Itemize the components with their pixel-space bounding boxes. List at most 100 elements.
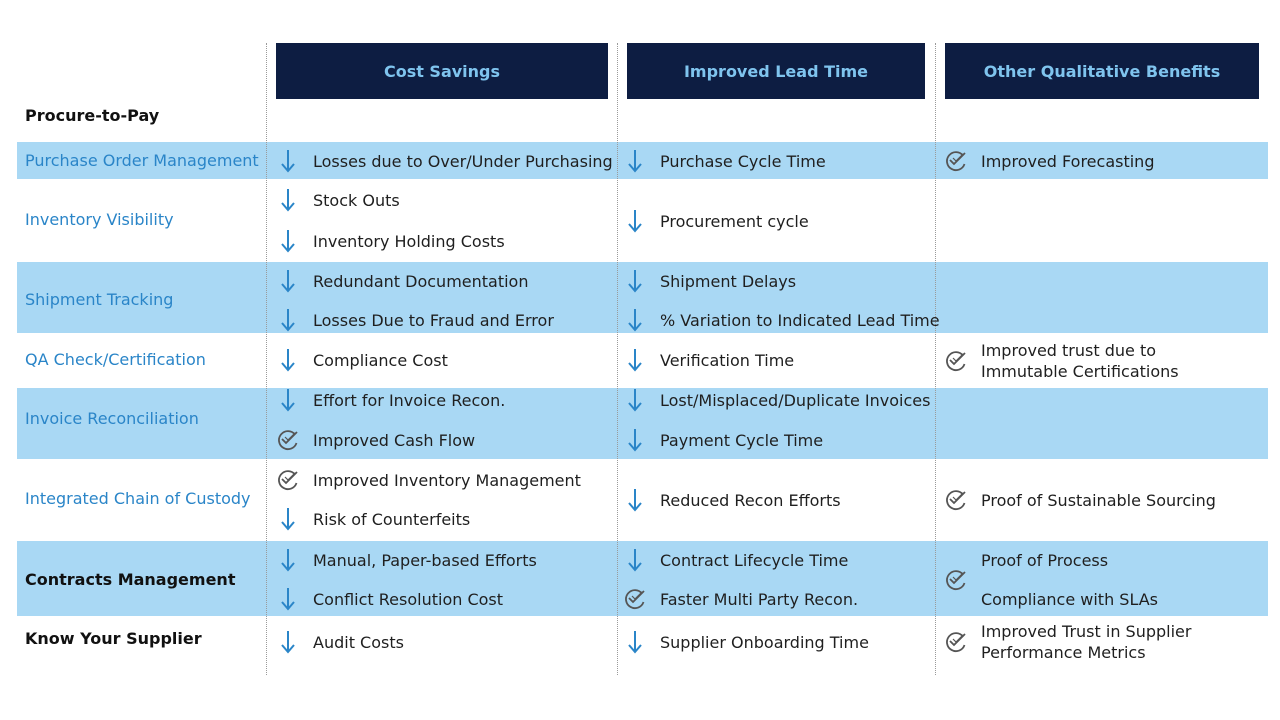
- lead-item-text: % Variation to Indicated Lead Time: [660, 310, 940, 330]
- check-badge-icon: [943, 489, 969, 511]
- lead-item-text: Shipment Delays: [660, 271, 797, 291]
- down-arrow-icon: [275, 269, 301, 293]
- lead-item: Payment Cycle Time: [622, 428, 824, 452]
- check-badge-icon: [943, 631, 969, 653]
- lead-item-text: Faster Multi Party Recon.: [660, 589, 859, 609]
- lead-item: Procurement cycle: [622, 209, 809, 233]
- other-item: Improved Forecasting: [943, 150, 1154, 172]
- check-badge-icon: [943, 350, 969, 372]
- cost-item-text: Stock Outs: [313, 190, 400, 210]
- row-label-chain-of-custody: Integrated Chain of Custody: [25, 489, 251, 508]
- down-arrow-icon: [275, 229, 301, 253]
- row-band-purchase-order: [17, 142, 1268, 179]
- column-divider: [617, 43, 618, 675]
- cost-item: Losses Due to Fraud and Error: [275, 308, 554, 332]
- row-label-qa-check: QA Check/Certification: [25, 350, 206, 369]
- other-item-text: Proof of Process: [981, 551, 1109, 570]
- cost-item-text: Improved Inventory Management: [313, 470, 581, 490]
- down-arrow-icon: [275, 188, 301, 212]
- cost-item-text: Inventory Holding Costs: [313, 231, 505, 251]
- cost-item-text: Risk of Counterfeits: [313, 509, 471, 529]
- other-item-text-line2: Performance Metrics: [981, 643, 1146, 662]
- other-item-text: Improved trust due to: [981, 341, 1157, 360]
- down-arrow-icon: [622, 149, 648, 173]
- cost-item: Stock Outs: [275, 188, 400, 212]
- row-band-invoice-reconciliation: [17, 388, 1268, 459]
- cost-item: Audit Costs: [275, 630, 404, 654]
- cost-item-text: Redundant Documentation: [313, 271, 529, 291]
- other-item-text-line2: Immutable Certifications: [981, 362, 1179, 381]
- lead-item: Faster Multi Party Recon.: [622, 588, 858, 610]
- check-badge-icon: [943, 569, 969, 591]
- row-label-invoice-reconciliation: Invoice Reconciliation: [25, 409, 199, 428]
- down-arrow-icon: [622, 308, 648, 332]
- check-badge-icon: [622, 588, 648, 610]
- row-label-know-your-supplier: Know Your Supplier: [25, 629, 202, 648]
- down-arrow-icon: [275, 308, 301, 332]
- row-label-contracts-management: Contracts Management: [25, 570, 236, 589]
- other-item-text: Improved Forecasting: [981, 151, 1155, 171]
- other-item-text: Proof of Sustainable Sourcing: [981, 490, 1216, 510]
- cost-item: Improved Inventory Management: [275, 469, 581, 491]
- down-arrow-icon: [275, 348, 301, 372]
- row-label-purchase-order-management: Purchase Order Management: [25, 151, 259, 170]
- down-arrow-icon: [622, 630, 648, 654]
- column-divider: [266, 43, 267, 675]
- cost-item-text: Effort for Invoice Recon.: [313, 390, 506, 410]
- lead-item: % Variation to Indicated Lead Time: [622, 308, 940, 332]
- cost-item-text: Compliance Cost: [313, 350, 448, 370]
- lead-item-text: Purchase Cycle Time: [660, 151, 826, 171]
- section-label: Procure-to-Pay: [25, 106, 160, 125]
- lead-item-text: Reduced Recon Efforts: [660, 490, 841, 510]
- cost-item: Losses due to Over/Under Purchasing: [275, 149, 613, 173]
- lead-item-text: Payment Cycle Time: [660, 430, 824, 450]
- cost-item-text: Conflict Resolution Cost: [313, 589, 504, 609]
- lead-item-text: Procurement cycle: [660, 211, 809, 231]
- cost-item-text: Audit Costs: [313, 632, 404, 652]
- down-arrow-icon: [275, 587, 301, 611]
- lead-item: Verification Time: [622, 349, 795, 372]
- lead-item: Purchase Cycle Time: [622, 149, 826, 173]
- lead-item-text: Lost/Misplaced/Duplicate Invoices: [660, 390, 931, 410]
- other-item: Proof of Sustainable Sourcing: [943, 489, 1216, 511]
- down-arrow-icon: [622, 388, 648, 412]
- cost-item-text: Losses Due to Fraud and Error: [313, 310, 554, 330]
- lead-item: Contract Lifecycle Time: [622, 548, 849, 572]
- cost-item: Effort for Invoice Recon.: [275, 389, 506, 412]
- down-arrow-icon: [275, 548, 301, 572]
- column-header-other-benefits: Other Qualitative Benefits: [945, 43, 1259, 99]
- cost-item: Redundant Documentation: [275, 269, 529, 293]
- check-badge-icon: [275, 429, 301, 451]
- other-item: Improved Trust in Supplier Performance Me…: [943, 620, 1191, 664]
- down-arrow-icon: [622, 428, 648, 452]
- cost-item: Risk of Counterfeits: [275, 507, 471, 531]
- cost-item-text: Manual, Paper-based Efforts: [313, 550, 537, 570]
- lead-item: Lost/Misplaced/Duplicate Invoices: [622, 388, 931, 412]
- down-arrow-icon: [275, 507, 301, 531]
- check-badge-icon: [275, 469, 301, 491]
- other-item: Improved trust due to Immutable Certifica…: [943, 339, 1179, 383]
- down-arrow-icon: [622, 209, 648, 233]
- column-header-improved-lead-time: Improved Lead Time: [627, 43, 925, 99]
- check-badge-icon: [943, 150, 969, 172]
- other-item-text-line2: Compliance with SLAs: [981, 590, 1159, 609]
- lead-item: Shipment Delays: [622, 270, 797, 293]
- lead-item-text: Verification Time: [660, 350, 795, 370]
- row-label-inventory-visibility: Inventory Visibility: [25, 210, 174, 229]
- cost-item: Compliance Cost: [275, 348, 448, 372]
- cost-item-text: Improved Cash Flow: [313, 430, 476, 450]
- column-header-cost-savings: Cost Savings: [276, 43, 608, 99]
- lead-item: Reduced Recon Efforts: [622, 488, 841, 512]
- cost-item: Conflict Resolution Cost: [275, 587, 504, 611]
- down-arrow-icon: [622, 548, 648, 572]
- column-divider: [935, 43, 936, 675]
- other-item: Proof of Process Compliance with SLAs: [943, 548, 1158, 612]
- row-label-shipment-tracking: Shipment Tracking: [25, 290, 174, 309]
- down-arrow-icon: [275, 630, 301, 654]
- lead-item-text: Supplier Onboarding Time: [660, 632, 869, 652]
- lead-item-text: Contract Lifecycle Time: [660, 550, 849, 570]
- cost-item: Manual, Paper-based Efforts: [275, 548, 537, 572]
- cost-item: Improved Cash Flow: [275, 429, 475, 451]
- down-arrow-icon: [622, 488, 648, 512]
- down-arrow-icon: [275, 149, 301, 173]
